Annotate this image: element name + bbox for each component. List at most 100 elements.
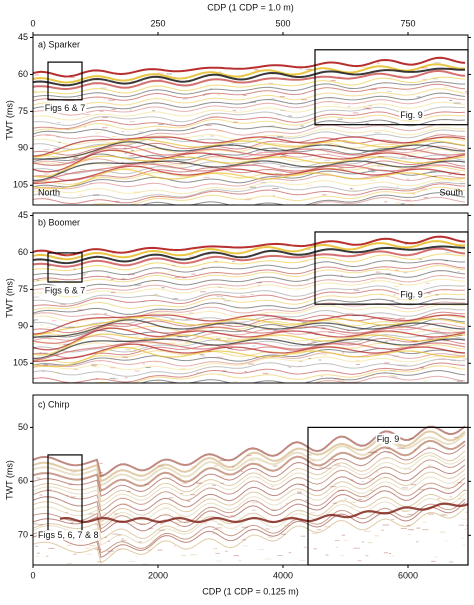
noise <box>184 342 192 343</box>
reflector <box>33 81 466 98</box>
noise <box>407 193 414 194</box>
noise <box>47 265 51 267</box>
noise <box>130 149 135 151</box>
deep-reflector <box>33 155 466 178</box>
noise <box>277 555 283 556</box>
noise <box>371 171 376 173</box>
noise <box>253 69 259 71</box>
noise <box>232 109 237 111</box>
noise <box>400 364 408 366</box>
noise <box>100 87 107 89</box>
reflector <box>33 355 465 371</box>
noise <box>262 372 269 374</box>
noise <box>299 559 306 561</box>
noise <box>290 319 296 321</box>
noise <box>220 482 224 484</box>
noise <box>290 170 293 172</box>
noise <box>266 244 272 246</box>
noise <box>344 539 348 541</box>
noise <box>148 527 153 529</box>
noise <box>277 136 284 138</box>
noise <box>158 529 165 531</box>
noise <box>112 136 117 137</box>
noise <box>271 509 276 511</box>
noise <box>251 319 255 321</box>
noise <box>99 462 103 464</box>
noise <box>274 132 282 134</box>
noise <box>186 329 189 331</box>
noise <box>264 151 268 152</box>
noise <box>319 467 326 469</box>
noise <box>78 514 81 516</box>
noise <box>393 294 397 296</box>
noise <box>188 312 194 314</box>
noise <box>384 362 390 364</box>
reflector <box>33 160 466 181</box>
noise <box>106 275 110 277</box>
noise <box>340 274 343 276</box>
noise <box>353 189 359 191</box>
noise <box>163 142 167 144</box>
noise <box>394 269 399 271</box>
noise <box>298 484 302 486</box>
noise <box>444 489 450 491</box>
noise <box>110 367 116 369</box>
noise <box>157 549 163 551</box>
noise <box>256 326 262 328</box>
noise <box>267 536 273 538</box>
noise <box>232 466 235 468</box>
noise <box>70 471 77 473</box>
noise <box>227 143 234 145</box>
noise <box>221 154 226 156</box>
noise <box>77 309 84 311</box>
noise <box>455 443 458 445</box>
noise <box>260 182 267 184</box>
noise <box>360 344 365 346</box>
noise <box>164 513 170 515</box>
noise <box>95 378 99 380</box>
noise <box>136 178 140 180</box>
y-tick-label: 60 <box>18 69 28 79</box>
noise <box>428 158 436 160</box>
noise <box>211 484 217 486</box>
noise <box>457 482 462 484</box>
noise <box>33 91 38 93</box>
noise <box>228 325 233 327</box>
noise <box>338 379 345 381</box>
noise <box>386 268 389 270</box>
noise <box>252 449 257 451</box>
reflector <box>33 67 465 87</box>
noise <box>386 95 394 97</box>
noise <box>324 526 331 528</box>
noise <box>384 340 389 342</box>
noise <box>300 125 304 127</box>
noise <box>230 515 234 517</box>
reflector <box>140 192 466 205</box>
noise <box>351 479 354 481</box>
noise <box>203 254 211 256</box>
y-tick-label: 70 <box>18 530 28 540</box>
noise <box>272 465 278 467</box>
reflector <box>33 265 466 284</box>
noise <box>116 548 121 550</box>
noise <box>303 546 307 548</box>
noise <box>161 287 165 289</box>
noise <box>113 320 117 322</box>
noise <box>130 155 136 156</box>
noise <box>139 104 145 106</box>
noise <box>341 352 345 354</box>
noise <box>398 74 403 76</box>
noise <box>328 331 335 333</box>
noise <box>159 522 165 524</box>
noise <box>55 354 59 356</box>
noise <box>152 160 158 162</box>
noise <box>418 258 423 260</box>
noise <box>353 547 360 549</box>
noise <box>34 193 40 195</box>
noise <box>281 533 286 535</box>
noise <box>143 336 149 338</box>
noise <box>448 174 452 175</box>
noise <box>152 110 155 112</box>
noise <box>271 486 275 487</box>
noise <box>121 503 128 505</box>
